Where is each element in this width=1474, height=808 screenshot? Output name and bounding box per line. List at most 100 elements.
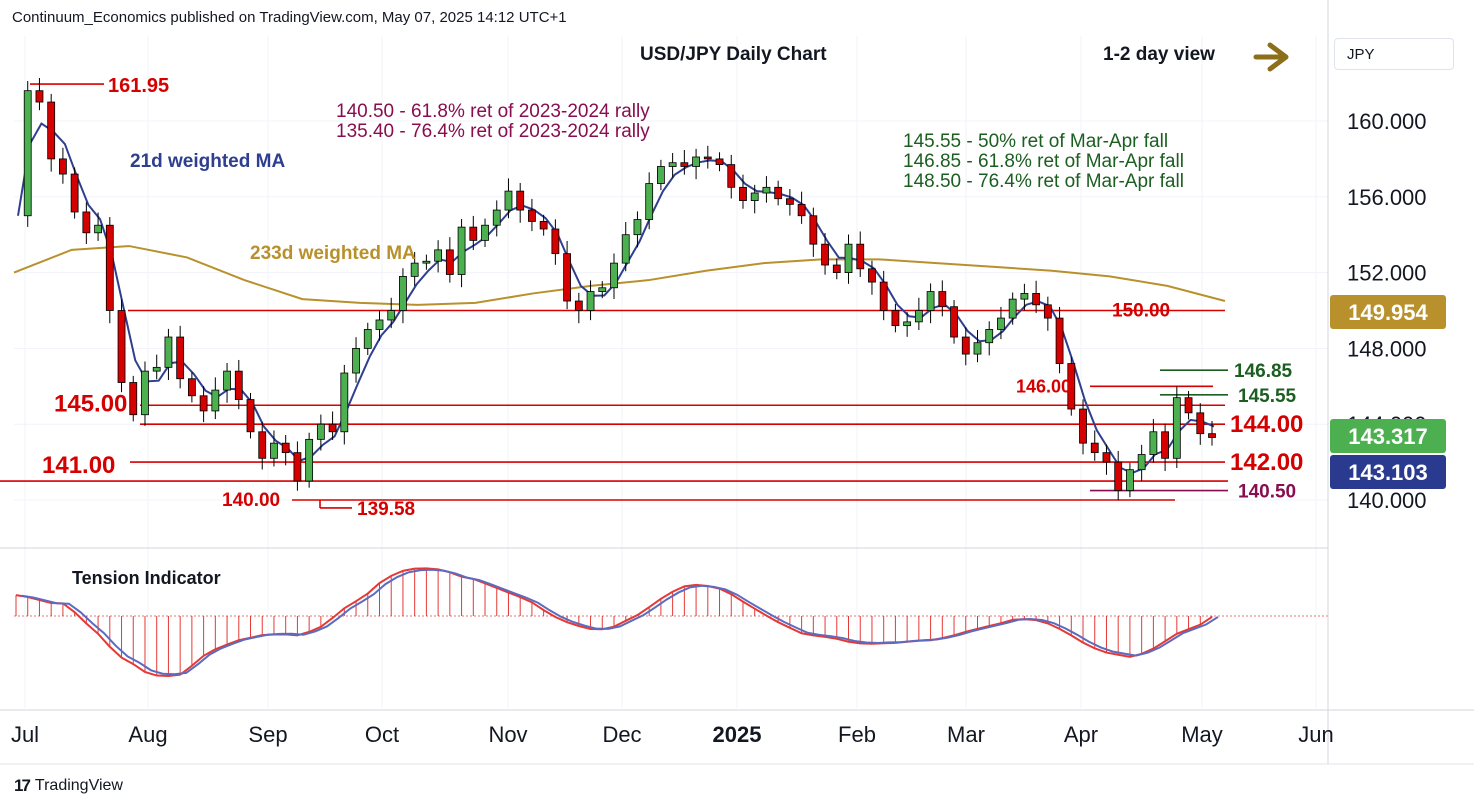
x-tick-label: Jul — [11, 722, 39, 747]
ma-233-path — [13, 245, 1226, 306]
candle-body — [1008, 298, 1017, 319]
candle-body — [281, 442, 290, 454]
x-tick-label: May — [1181, 722, 1223, 747]
tradingview-brand: TradingView — [34, 777, 123, 794]
candle-body — [469, 226, 478, 241]
candle-body — [399, 275, 407, 311]
candle-body — [223, 370, 231, 391]
price-badge-label: 149.954 — [1348, 300, 1428, 325]
candle-body — [973, 342, 982, 355]
currency-selector[interactable]: JPY — [1334, 38, 1454, 70]
candle-body — [47, 101, 56, 160]
candle-body — [668, 162, 677, 167]
candle-body — [715, 158, 724, 165]
tension-indicator — [14, 567, 1328, 678]
x-tick-label: Nov — [488, 722, 527, 747]
level-label-150-00: 150.00 — [1112, 301, 1170, 322]
annotation-3: 146.85 - 61.8% ret of Mar-Apr fall — [903, 151, 1184, 172]
candle-body — [539, 221, 548, 230]
x-tick-label: Apr — [1064, 722, 1098, 747]
candle-body — [328, 423, 337, 433]
candle-body — [117, 310, 126, 383]
candle-body — [1208, 433, 1216, 438]
candle-body — [445, 249, 454, 275]
x-tick-label: Aug — [128, 722, 167, 747]
level-label-141-00: 141.00 — [42, 452, 115, 479]
x-tick-label: Jun — [1298, 722, 1333, 747]
candle-body — [1137, 454, 1146, 471]
level-label-146-00: 146.00 — [1016, 376, 1071, 396]
candle-body — [340, 372, 349, 433]
candle-body — [821, 243, 829, 266]
candle-body — [270, 442, 278, 459]
candle-body — [879, 281, 888, 311]
candle-body — [305, 438, 314, 482]
candle-body — [1114, 461, 1123, 491]
candle-body — [762, 186, 771, 194]
candle-body — [1196, 412, 1205, 435]
candle-body — [903, 321, 912, 327]
annotation-1: 135.40 - 76.4% ret of 2023-2024 rally — [336, 121, 650, 142]
candle-body — [516, 190, 525, 211]
candle-body — [950, 306, 958, 338]
candle-body — [657, 166, 665, 184]
candle-body — [94, 224, 102, 234]
y-tick-label: 160.000 — [1347, 109, 1427, 134]
candle-body — [82, 211, 91, 234]
x-tick-label: Mar — [947, 722, 985, 747]
candle-body — [832, 264, 841, 273]
candle-body — [868, 268, 876, 283]
candle-body — [1067, 363, 1076, 410]
candle-body — [234, 370, 243, 400]
candle-body — [1090, 442, 1099, 454]
candle-body — [563, 253, 571, 302]
candle-body — [1161, 431, 1169, 459]
tension-slow-line — [21, 568, 1219, 676]
candle-body — [621, 234, 630, 264]
candle-body — [598, 287, 607, 292]
candle-body — [1032, 293, 1041, 306]
tradingview-logo[interactable]: 17 TradingView — [14, 776, 123, 796]
price-badge — [1330, 419, 1446, 453]
candle-body — [703, 156, 712, 160]
candle-body — [457, 226, 466, 275]
candle-body — [481, 224, 489, 241]
candle-body — [551, 228, 560, 255]
level-label-144-00: 144.00 — [1230, 411, 1303, 438]
ma-21-label: 21d weighted MA — [130, 151, 285, 172]
candle-body — [246, 399, 255, 433]
candle-body — [610, 262, 618, 289]
candle-body — [1126, 469, 1134, 491]
candle-body — [363, 329, 372, 349]
y-tick-label: 156.000 — [1347, 185, 1427, 210]
tradingview-icon: 17 — [14, 776, 31, 795]
candle-body — [352, 347, 360, 374]
candle-body — [1172, 397, 1181, 459]
candle-body — [692, 156, 700, 167]
ma-233-line — [13, 245, 1226, 306]
price-badge — [1330, 295, 1446, 329]
x-tick-label: 2025 — [713, 722, 762, 747]
candle-body — [199, 395, 208, 412]
candle-body — [856, 243, 865, 270]
level-label-142-00: 142.00 — [1230, 449, 1303, 476]
candle-body — [59, 158, 67, 175]
candle-body — [633, 219, 642, 236]
annotation-2: 145.55 - 50% ret of Mar-Apr fall — [903, 131, 1168, 152]
candle-body — [375, 319, 384, 330]
annotation-4: 148.50 - 76.4% ret of Mar-Apr fall — [903, 171, 1184, 192]
tension-indicator-title: Tension Indicator — [72, 568, 221, 588]
candle-body — [211, 389, 220, 412]
candle-body — [35, 90, 44, 103]
candle-body — [1043, 304, 1052, 319]
candle-body — [774, 186, 783, 200]
annotation-0: 140.50 - 61.8% ret of 2023-2024 rally — [336, 101, 650, 122]
candle-body — [961, 336, 970, 355]
level-label-139-58: 139.58 — [357, 499, 415, 520]
candle-body — [1149, 431, 1158, 455]
candlesticks — [23, 77, 1216, 501]
candle-body — [645, 183, 654, 220]
x-tick-label: Dec — [602, 722, 641, 747]
candle-body — [410, 262, 419, 277]
